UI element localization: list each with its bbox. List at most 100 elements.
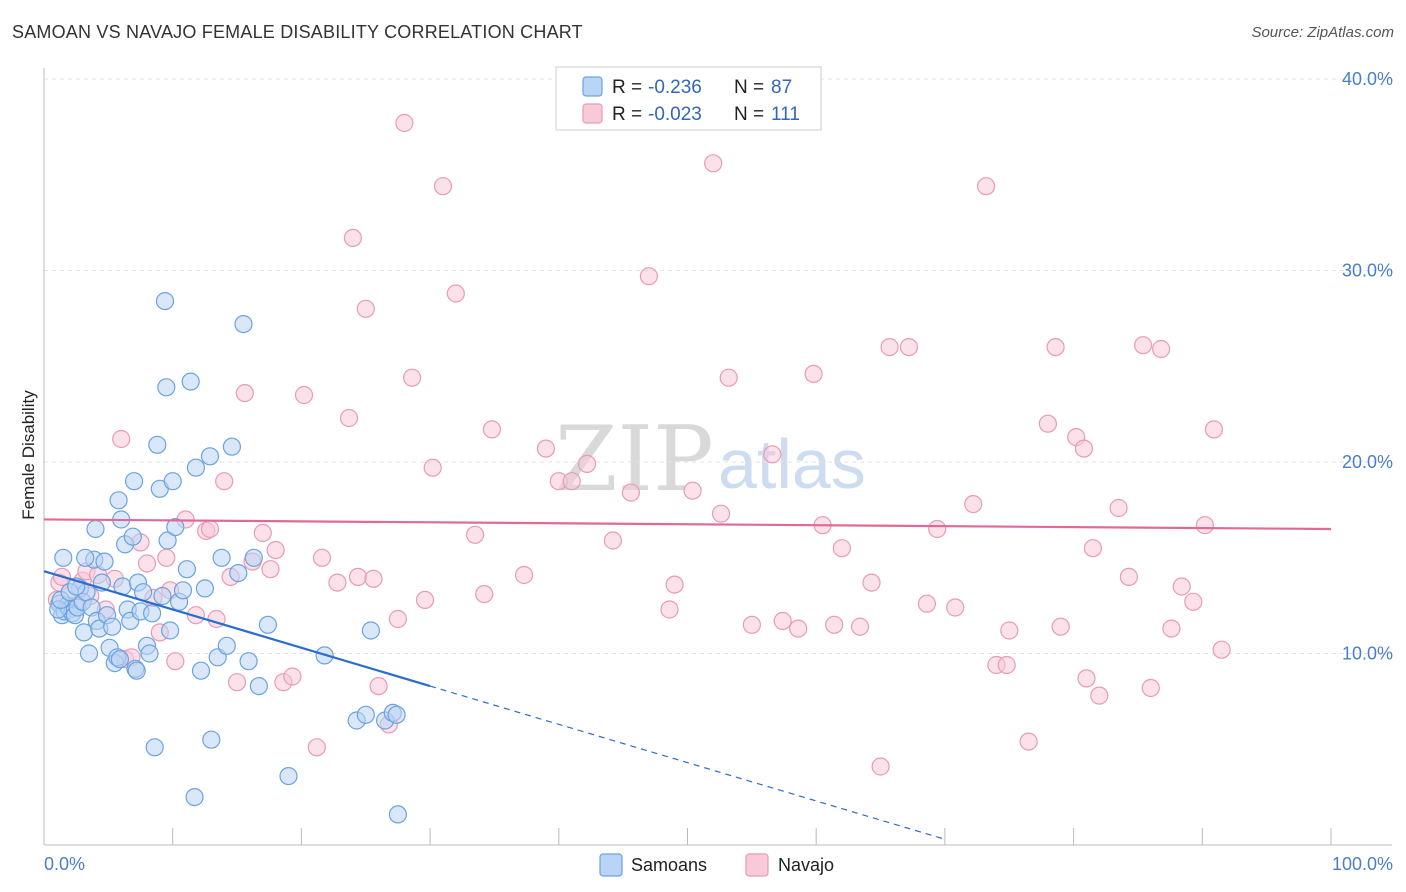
legend-n-value-navajo: 111 bbox=[771, 104, 800, 125]
navajo-point bbox=[388, 609, 407, 629]
stats-legend: R = -0.236 N = 87 R = -0.023 N = 111 bbox=[555, 66, 822, 131]
navajo-point bbox=[832, 539, 852, 558]
navajo-point bbox=[514, 565, 534, 585]
navajo-point bbox=[536, 439, 556, 458]
samoans-point bbox=[217, 636, 236, 655]
navajo-point bbox=[1172, 577, 1191, 596]
samoans-point bbox=[110, 650, 130, 669]
navajo-point bbox=[1000, 621, 1019, 640]
navajo-point bbox=[562, 472, 581, 491]
samoans-point bbox=[148, 435, 167, 454]
navajo-point bbox=[621, 483, 641, 502]
navajo-point bbox=[1119, 567, 1139, 587]
legend-n-label-samoans: N = bbox=[734, 77, 764, 98]
navajo-point bbox=[200, 519, 220, 539]
samoans-point bbox=[356, 705, 375, 724]
navajo-point bbox=[403, 368, 422, 387]
navajo-point bbox=[964, 495, 983, 514]
navajo-point bbox=[328, 573, 347, 592]
navajo-point bbox=[1184, 592, 1203, 611]
navajo-point bbox=[283, 667, 302, 686]
watermark-atlas: atlas bbox=[718, 425, 866, 503]
y-tick-label-20: 20.0% bbox=[1342, 452, 1393, 472]
samoans-point bbox=[212, 548, 231, 567]
navajo-point bbox=[1051, 617, 1070, 636]
samoans-point bbox=[103, 617, 122, 636]
samoans-point bbox=[195, 579, 214, 598]
navajo-point bbox=[825, 615, 844, 634]
navajo-point bbox=[1141, 678, 1160, 698]
navajo-point bbox=[997, 655, 1016, 675]
samoans-point bbox=[153, 586, 172, 606]
legend-r-value-samoans: -0.236 bbox=[648, 77, 702, 98]
navajo-point bbox=[312, 548, 332, 567]
navajo-point bbox=[871, 757, 890, 776]
samoans-point bbox=[95, 552, 114, 571]
y-tick-labels: 10.0% 20.0% 30.0% 40.0% bbox=[1342, 69, 1393, 664]
navajo-point bbox=[186, 606, 205, 625]
bottom-legend-swatch-navajo bbox=[745, 853, 769, 877]
navajo-point bbox=[294, 385, 314, 405]
samoans-point bbox=[163, 472, 182, 491]
navajo-point bbox=[1212, 640, 1231, 659]
legend-r-label-navajo: R = bbox=[612, 104, 642, 125]
navajo-point bbox=[1195, 516, 1215, 535]
navajo-point bbox=[742, 615, 762, 634]
legend-swatch-samoans bbox=[582, 76, 603, 97]
samoans-point bbox=[143, 604, 162, 623]
navajo-point bbox=[1019, 732, 1038, 751]
samoans-point bbox=[76, 548, 95, 567]
navajo-point bbox=[1074, 439, 1094, 458]
axes bbox=[43, 68, 1392, 846]
navajo-point bbox=[343, 228, 362, 247]
x-tick-label-max: 100.0% bbox=[1332, 854, 1393, 874]
navajo-point bbox=[1151, 339, 1171, 359]
navajo-point bbox=[773, 611, 792, 631]
samoans-point bbox=[202, 730, 221, 749]
navajo-point bbox=[423, 458, 442, 477]
navajo-point bbox=[266, 540, 285, 560]
navajo-point bbox=[789, 619, 808, 638]
navajo-point bbox=[339, 408, 359, 428]
bottom-legend-label-samoans: Samoans bbox=[631, 855, 707, 875]
navajo-point bbox=[862, 573, 881, 592]
samoans-point bbox=[161, 621, 180, 640]
samoans-point bbox=[229, 563, 248, 583]
legend-r-label-samoans: R = bbox=[612, 77, 642, 98]
navajo-point bbox=[466, 525, 485, 544]
navajo-point bbox=[261, 560, 280, 579]
samoans-point bbox=[158, 531, 177, 550]
samoans-point bbox=[86, 519, 105, 539]
trend-lines bbox=[43, 518, 1332, 840]
samoans-point bbox=[155, 292, 175, 311]
navajo-point bbox=[356, 299, 375, 318]
chart-title: SAMOAN VS NAVAJO FEMALE DISABILITY CORRE… bbox=[12, 22, 583, 42]
navajo-point bbox=[850, 617, 870, 636]
navajo-point bbox=[348, 567, 368, 587]
navajo-point bbox=[804, 364, 823, 383]
samoans-trend-extension bbox=[429, 685, 946, 840]
samoans-point bbox=[79, 644, 99, 663]
navajo-point bbox=[157, 548, 176, 567]
navajo-point bbox=[880, 338, 899, 357]
samoans-trend-line bbox=[43, 570, 431, 688]
navajo-point bbox=[1083, 539, 1103, 558]
bottom-legend-label-navajo: Navajo bbox=[778, 855, 834, 875]
navajo-point bbox=[976, 177, 996, 196]
navajo-point bbox=[1162, 619, 1181, 638]
samoans-point bbox=[109, 491, 128, 510]
legend-n-value-samoans: 87 bbox=[771, 77, 792, 98]
samoans-point bbox=[249, 676, 268, 696]
navajo-point bbox=[1090, 686, 1109, 705]
x-tick-label-min: 0.0% bbox=[44, 854, 85, 874]
data-points bbox=[47, 113, 1231, 824]
navajo-point bbox=[1038, 414, 1058, 433]
navajo-point bbox=[1109, 498, 1128, 518]
navajo-point bbox=[369, 676, 388, 696]
y-tick-label-30: 30.0% bbox=[1342, 261, 1393, 281]
navajo-point bbox=[763, 445, 782, 464]
navajo-point bbox=[577, 454, 597, 473]
navajo-point bbox=[1046, 338, 1065, 357]
navajo-point bbox=[307, 738, 326, 757]
samoans-point bbox=[157, 378, 176, 397]
